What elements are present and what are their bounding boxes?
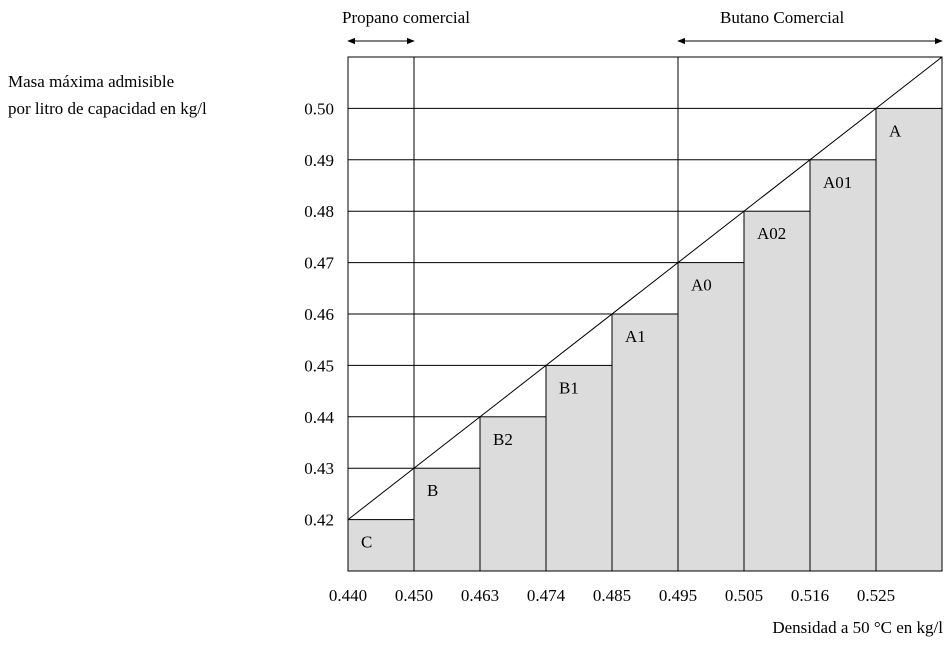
diagonal-line	[347, 56, 943, 520]
y-tick-0.44: 0.44	[304, 408, 334, 427]
bar-label-A01: A01	[823, 173, 852, 192]
x-tick-0.495: 0.495	[659, 586, 697, 605]
bar-A	[875, 107, 943, 572]
bar-A01	[809, 159, 877, 572]
bar-label-C: C	[361, 533, 372, 552]
bar-label-B2: B2	[493, 430, 513, 449]
bar-A0	[677, 262, 745, 572]
y-tick-0.42: 0.42	[304, 511, 334, 530]
bar-label-B: B	[427, 481, 438, 500]
plot-border	[347, 56, 943, 572]
y-tick-0.46: 0.46	[304, 305, 334, 324]
y-tick-0.49: 0.49	[304, 151, 334, 170]
x-tick-0.516: 0.516	[791, 586, 829, 605]
bar-B1	[545, 364, 613, 572]
bar-A02	[743, 210, 811, 572]
y-tick-0.48: 0.48	[304, 202, 334, 221]
bar-label-A1: A1	[625, 327, 646, 346]
bar-A1	[611, 313, 679, 572]
bar-C	[347, 519, 415, 572]
x-tick-0.485: 0.485	[593, 586, 631, 605]
y-tick-0.50: 0.50	[304, 99, 334, 118]
y-axis-label-line-1: Masa máxima admisible	[8, 72, 174, 91]
range-label-butano: Butano Comercial	[720, 8, 844, 27]
bar-label-B1: B1	[559, 378, 579, 397]
labels: C B B2 B1 A1 A0 A02 A01 A 0.50 0.49 0.48 0.47 0.46 0.4…	[304, 99, 902, 605]
bar-B	[413, 467, 481, 572]
x-tick-0.440: 0.440	[329, 586, 367, 605]
bar-label-A0: A0	[691, 276, 712, 295]
x-tick-0.525: 0.525	[857, 586, 895, 605]
bar-label-A: A	[889, 121, 902, 140]
bars	[347, 107, 943, 572]
x-tick-0.463: 0.463	[461, 586, 499, 605]
plot-frame	[347, 37, 943, 572]
x-tick-0.474: 0.474	[527, 586, 566, 605]
y-tick-0.47: 0.47	[304, 254, 334, 273]
y-tick-0.45: 0.45	[304, 356, 334, 375]
y-tick-0.43: 0.43	[304, 459, 334, 478]
y-axis-label-line-2: por litro de capacidad en kg/l	[8, 99, 207, 118]
bar-label-A02: A02	[757, 224, 786, 243]
x-axis-label: Densidad a 50 °C en kg/l	[772, 618, 943, 637]
x-tick-0.505: 0.505	[725, 586, 763, 605]
range-label-propano: Propano comercial	[342, 8, 470, 27]
bar-B2	[479, 416, 547, 572]
x-tick-0.450: 0.450	[395, 586, 433, 605]
